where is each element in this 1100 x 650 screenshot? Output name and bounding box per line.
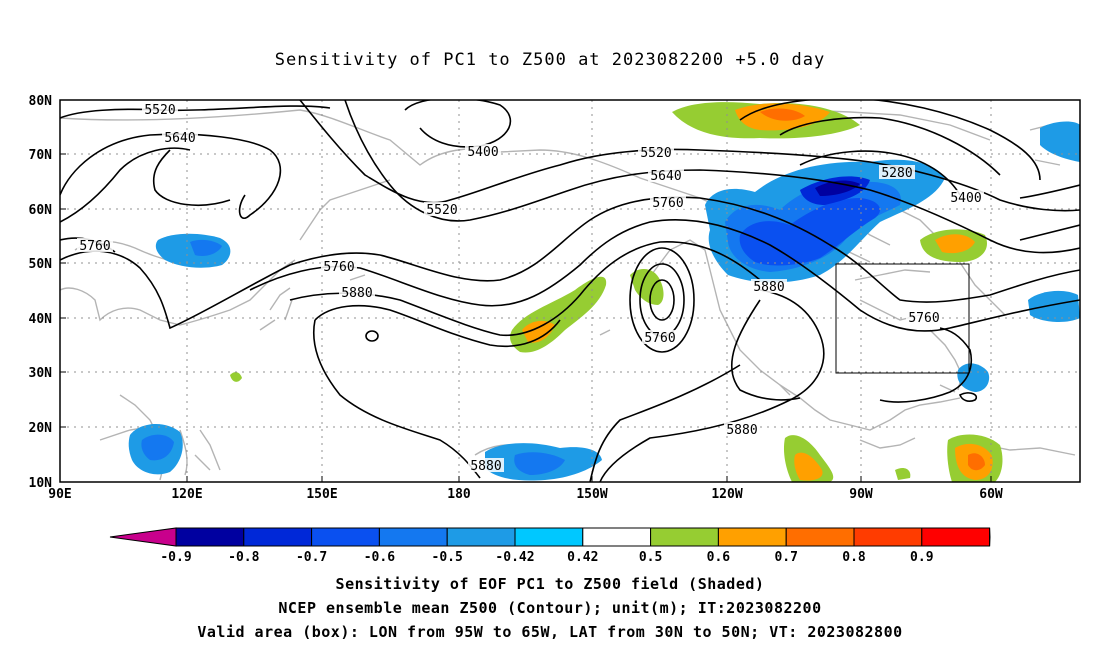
- lat-label: 20N: [29, 421, 53, 436]
- contour-label: 5880: [753, 280, 784, 295]
- sensitivity-shading: [128, 102, 1080, 482]
- contour-label: 5760: [652, 196, 683, 211]
- lat-label: 70N: [29, 148, 53, 163]
- colorbar-swatch: [311, 527, 380, 547]
- lon-label: 90E: [48, 487, 71, 502]
- colorbar-extend-low: [109, 527, 177, 547]
- colorbar-tick-label: 0.6: [707, 550, 731, 565]
- longitude-labels: 90E 120E 150E 180 150W 120W 90W 60W: [48, 476, 1003, 502]
- contour-label: 5520: [640, 146, 671, 161]
- colorbar-swatch: [243, 527, 313, 547]
- caption-line-3: Valid area (box): LON from 95W to 65W, L…: [197, 623, 903, 641]
- colorbar-tick-label: -0.8: [228, 550, 259, 565]
- colorbar-swatch: [853, 527, 923, 547]
- contour-label: 5280: [881, 166, 912, 181]
- colorbar-tick-label: -0.7: [296, 550, 327, 565]
- lon-label: 120E: [171, 487, 202, 502]
- lon-label: 90W: [849, 487, 873, 502]
- colorbar-swatch: [921, 527, 991, 547]
- colorbar-tick-label: 0.5: [639, 550, 662, 565]
- z500-contours: [60, 100, 1080, 482]
- colorbar-swatch: [650, 527, 719, 547]
- contour-label: 5400: [950, 191, 981, 206]
- colorbar-tick-label: 0.7: [774, 550, 797, 565]
- colorbar: -0.9 -0.8 -0.7 -0.6 -0.5 -0.42 0.42 0.5 0.6 0.7 0.…: [109, 527, 991, 565]
- lat-label: 30N: [29, 366, 53, 381]
- contour-label: 5760: [79, 239, 110, 254]
- colorbar-swatch: [446, 527, 516, 547]
- contour-label: 5880: [341, 286, 372, 301]
- colorbar-swatch: [175, 527, 245, 547]
- colorbar-tick-label: 0.8: [842, 550, 866, 565]
- lat-label: 40N: [29, 312, 53, 327]
- caption-line-2: NCEP ensemble mean Z500 (Contour); unit(…: [278, 599, 822, 617]
- lon-label: 60W: [979, 487, 1003, 502]
- colorbar-swatch: [785, 527, 855, 547]
- contour-label: 5760: [908, 311, 939, 326]
- coastlines: [60, 104, 1076, 481]
- contour-label: 5640: [164, 131, 195, 146]
- lon-label: 180: [447, 487, 471, 502]
- contour-label: 5520: [144, 103, 175, 118]
- valid-area-box: [835, 263, 970, 374]
- colorbar-swatch: [514, 527, 584, 547]
- contour-label: 5760: [323, 260, 354, 275]
- graticule: [60, 100, 1080, 482]
- lon-label: 120W: [711, 487, 742, 502]
- colorbar-tick-label: -0.5: [432, 550, 463, 565]
- colorbar-tick-label: -0.9: [160, 550, 191, 565]
- contour-label: 5880: [470, 459, 501, 474]
- contour-label: 5520: [426, 203, 457, 218]
- colorbar-swatch: [717, 527, 787, 547]
- lat-label: 10N: [29, 476, 53, 491]
- contour-labels: 5520 5640 5400 5520 5520 5640 5760 5280 5400 5760…: [77, 102, 984, 474]
- contour-label: 5400: [467, 145, 498, 160]
- colorbar-tick-label: -0.6: [364, 550, 395, 565]
- colorbar-swatch: [582, 527, 652, 547]
- contour-label: 5760: [644, 331, 675, 346]
- latitude-labels: 80N 70N 60N 50N 40N 30N 20N 10N: [29, 94, 66, 491]
- contour-label: 5880: [726, 423, 757, 438]
- lon-label: 150E: [306, 487, 337, 502]
- map-title: Sensitivity of PC1 to Z500 at 2023082200…: [274, 50, 826, 70]
- caption-line-1: Sensitivity of EOF PC1 to Z500 field (Sh…: [335, 575, 765, 593]
- contour-label: 5640: [650, 169, 681, 184]
- plot-frame: [59, 99, 1081, 483]
- colorbar-tick-label: -0.42: [495, 550, 534, 565]
- colorbar-swatch: [378, 527, 448, 547]
- colorbar-tick-label: 0.42: [567, 550, 598, 565]
- lat-label: 50N: [29, 257, 53, 272]
- colorbar-tick-label: 0.9: [910, 550, 933, 565]
- lat-label: 80N: [29, 94, 53, 109]
- lat-label: 60N: [29, 203, 53, 218]
- lon-label: 150W: [576, 487, 607, 502]
